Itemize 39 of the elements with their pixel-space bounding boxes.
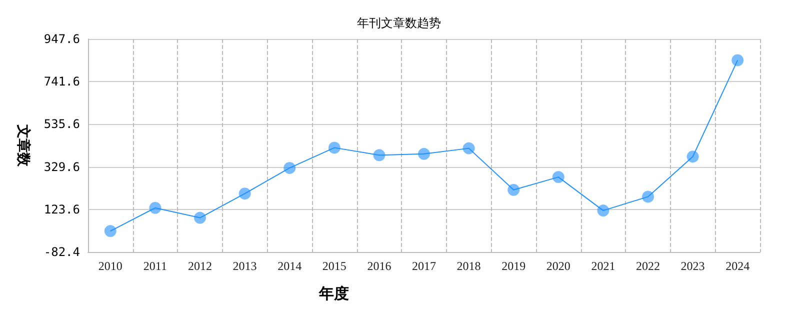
point [194, 212, 206, 224]
x-tick-label: 2011 [143, 259, 167, 273]
chart-title: 年刊文章数趋势 [357, 16, 441, 30]
x-tick-label: 2018 [456, 259, 481, 273]
x-tick-label: 2024 [726, 259, 750, 273]
point [686, 150, 699, 163]
y-tick-label: 535.6 [44, 117, 80, 132]
point [732, 54, 744, 66]
point [597, 204, 610, 217]
x-tick-label: 2015 [322, 259, 346, 273]
x-tick-label: 2010 [98, 259, 122, 273]
point [328, 142, 340, 154]
x-tick-label: 2021 [591, 259, 616, 273]
point [418, 148, 430, 160]
y-tick-label: 947.6 [44, 32, 80, 46]
x-tick-label: 2022 [636, 259, 660, 273]
point [373, 149, 386, 162]
point [149, 202, 162, 214]
point [642, 190, 654, 203]
x-axis-title: 年度 [318, 284, 349, 302]
y-axis-title: 文章数 [15, 124, 32, 168]
point [508, 184, 520, 196]
x-tick-label: 2019 [502, 259, 526, 273]
x-tick-label: 2023 [680, 259, 705, 273]
y-tick-label: 741.6 [44, 74, 80, 89]
point [238, 188, 251, 200]
point [552, 171, 564, 184]
x-tick-label: 2014 [278, 259, 302, 273]
x-tick-label: 2012 [188, 259, 212, 273]
y-tick-label: 123.6 [44, 202, 80, 216]
y-tick-label: -82.4 [44, 245, 80, 259]
point [462, 142, 475, 154]
point [104, 225, 116, 238]
x-tick-label: 2017 [412, 259, 436, 273]
x-tick-label: 2013 [232, 259, 257, 273]
point [284, 162, 296, 174]
y-tick-label: 329.6 [44, 160, 80, 174]
x-tick-label: 2020 [546, 259, 570, 273]
x-tick-label: 2016 [367, 259, 392, 273]
